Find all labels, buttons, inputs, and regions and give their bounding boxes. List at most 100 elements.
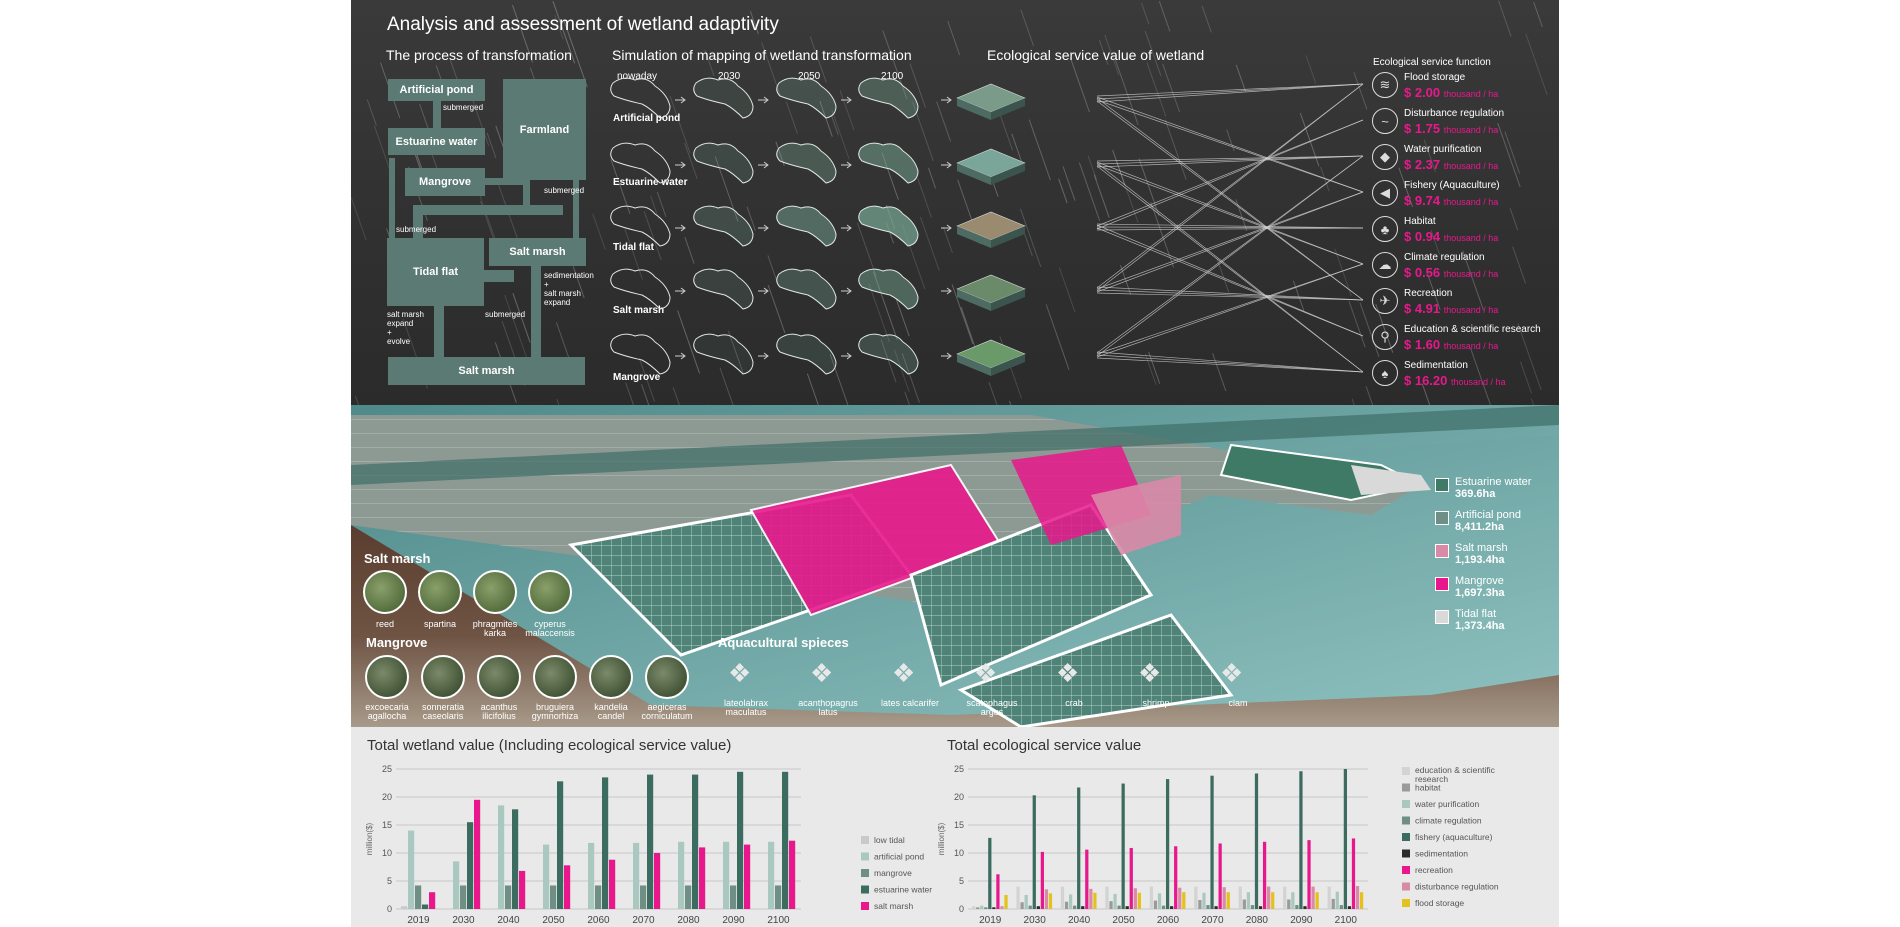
ecosystem-block-side	[957, 354, 991, 376]
bar-climate-regulation	[1339, 905, 1343, 909]
x-tick-label: 2050	[542, 915, 565, 926]
legend-label: education & scientific research	[1415, 765, 1496, 784]
bar-climate-regulation	[1117, 905, 1121, 909]
service-link-line	[1096, 161, 1364, 265]
bar-recreation	[996, 874, 1000, 909]
bar-disturbance-regulation	[1222, 887, 1226, 909]
service-value-unit: thousand / ha	[1443, 233, 1499, 243]
legend-area: 369.6ha	[1455, 488, 1496, 500]
bar-sedimentation	[1303, 906, 1307, 909]
mangrove-plant-photo	[533, 655, 577, 699]
bar-recreation	[1262, 841, 1267, 909]
bar-estuarine-water	[467, 822, 474, 909]
y-tick-label: 5	[959, 876, 964, 886]
salt-marsh-plant-label: cyperus malaccensis	[525, 619, 575, 638]
ecosystem-block-side	[957, 163, 991, 185]
y-tick-label: 0	[959, 904, 964, 914]
legend-label: salt marsh	[874, 901, 913, 911]
row-label-estuarine-water: Estuarine water	[613, 177, 688, 188]
bar-mangrove	[775, 885, 782, 909]
mangrove-species-title: Mangrove	[366, 635, 428, 650]
bar-salt-marsh	[429, 892, 436, 909]
service-value-amount: $ 2.00	[1404, 85, 1444, 100]
bar-education-scientific-research	[1283, 886, 1287, 909]
top-panel: Analysis and assessment of wetland adapt…	[351, 0, 1559, 405]
legend-name: Estuarine water	[1455, 476, 1532, 488]
x-tick-label: 2019	[407, 915, 430, 926]
cloud-icon: ☁	[1372, 252, 1398, 278]
mangrove-plant-label: bruguiera gymnorhiza	[531, 702, 579, 721]
simulation-map-thumb	[858, 142, 919, 184]
bar-fishery-aquaculture-	[1343, 769, 1348, 909]
note-sedimentation: sedimentation + salt marsh expand	[544, 271, 594, 307]
service-link-line	[1096, 191, 1364, 290]
legend-entry: Tidal flat 1,373.4ha	[1455, 608, 1505, 632]
bar-recreation	[1174, 846, 1178, 909]
legend-entry: Estuarine water 369.6ha	[1455, 476, 1531, 500]
bar-mangrove	[640, 885, 647, 909]
legend-name: Salt marsh	[1455, 542, 1508, 554]
x-tick-label: 2100	[1335, 915, 1358, 926]
bar-disturbance-regulation	[1355, 886, 1360, 909]
service-value-amount: $ 1.60	[1404, 337, 1444, 352]
ecosystem-block-side	[991, 354, 1025, 376]
aqua-species-icon: ❖	[974, 658, 998, 688]
legend-swatch	[861, 852, 869, 861]
bar-salt-marsh	[519, 870, 526, 909]
bar-recreation	[1085, 849, 1089, 909]
sim-arrow	[841, 352, 852, 360]
bar-disturbance-regulation	[1133, 888, 1137, 909]
bar-education-scientific-research	[1238, 886, 1242, 909]
service-link-line	[1096, 155, 1364, 165]
box-tidal-flat: Tidal flat	[387, 238, 484, 306]
sim-arrow	[675, 287, 686, 295]
service-value-amount: $ 0.94	[1404, 229, 1444, 244]
service-value-unit: thousand / ha	[1443, 197, 1499, 207]
service-link-line	[1096, 286, 1364, 301]
legend-area: 1,193.4ha	[1455, 554, 1505, 566]
legend-name: Mangrove	[1455, 575, 1504, 587]
bar-climate-regulation	[1295, 905, 1299, 909]
x-tick-label: 2080	[1246, 915, 1269, 926]
service-link-line	[1096, 227, 1364, 231]
bar-habitat	[1064, 901, 1069, 909]
bar-mangrove	[595, 885, 602, 909]
bar-artificial-pond	[408, 830, 415, 909]
service-value: $ 9.74 thousand / ha	[1404, 193, 1498, 208]
simulation-map-thumb	[858, 77, 919, 119]
service-link-line	[1096, 224, 1364, 337]
sim-arrow	[675, 224, 686, 232]
service-value-amount: $ 1.75	[1404, 121, 1444, 136]
mangrove-plant-label: sonneratia caseolaris	[421, 702, 465, 721]
bar-disturbance-regulation	[1089, 888, 1093, 909]
legend-swatch	[1402, 816, 1410, 825]
bar-salt-marsh	[744, 844, 751, 909]
bar-mangrove	[730, 885, 737, 909]
service-value-amount: $ 0.56	[1404, 265, 1444, 280]
bar-salt-marsh	[789, 840, 796, 909]
bar-water-purification	[980, 905, 984, 909]
bar-flood-storage	[1004, 895, 1008, 909]
salt-marsh-plant-label: spartina	[423, 619, 457, 629]
service-link-line	[1096, 155, 1364, 168]
service-value: $ 0.56 thousand / ha	[1404, 265, 1498, 280]
salt-marsh-plant-photo	[528, 570, 572, 614]
bar-water-purification	[1157, 893, 1162, 909]
y-tick-label: 10	[954, 848, 964, 858]
sim-arrow	[675, 352, 686, 360]
bar-recreation	[1307, 840, 1311, 909]
bar-artificial-pond	[633, 842, 640, 909]
simulation-map-thumb	[858, 205, 919, 247]
bar-flood-storage	[1271, 892, 1275, 909]
sim-arrow-to-block	[941, 224, 952, 232]
bar-water-purification	[1246, 892, 1251, 909]
arrow-mangrove-right	[485, 178, 530, 185]
service-value-unit: thousand / ha	[1443, 161, 1499, 171]
bar-water-purification	[1291, 892, 1295, 909]
salt-marsh-plant-photo	[363, 570, 407, 614]
service-link-line	[1096, 289, 1364, 301]
bar-climate-regulation	[1073, 905, 1077, 909]
aqua-species-label: crab	[1065, 698, 1083, 708]
service-link-line	[1096, 100, 1364, 301]
legend-swatch	[861, 885, 869, 894]
